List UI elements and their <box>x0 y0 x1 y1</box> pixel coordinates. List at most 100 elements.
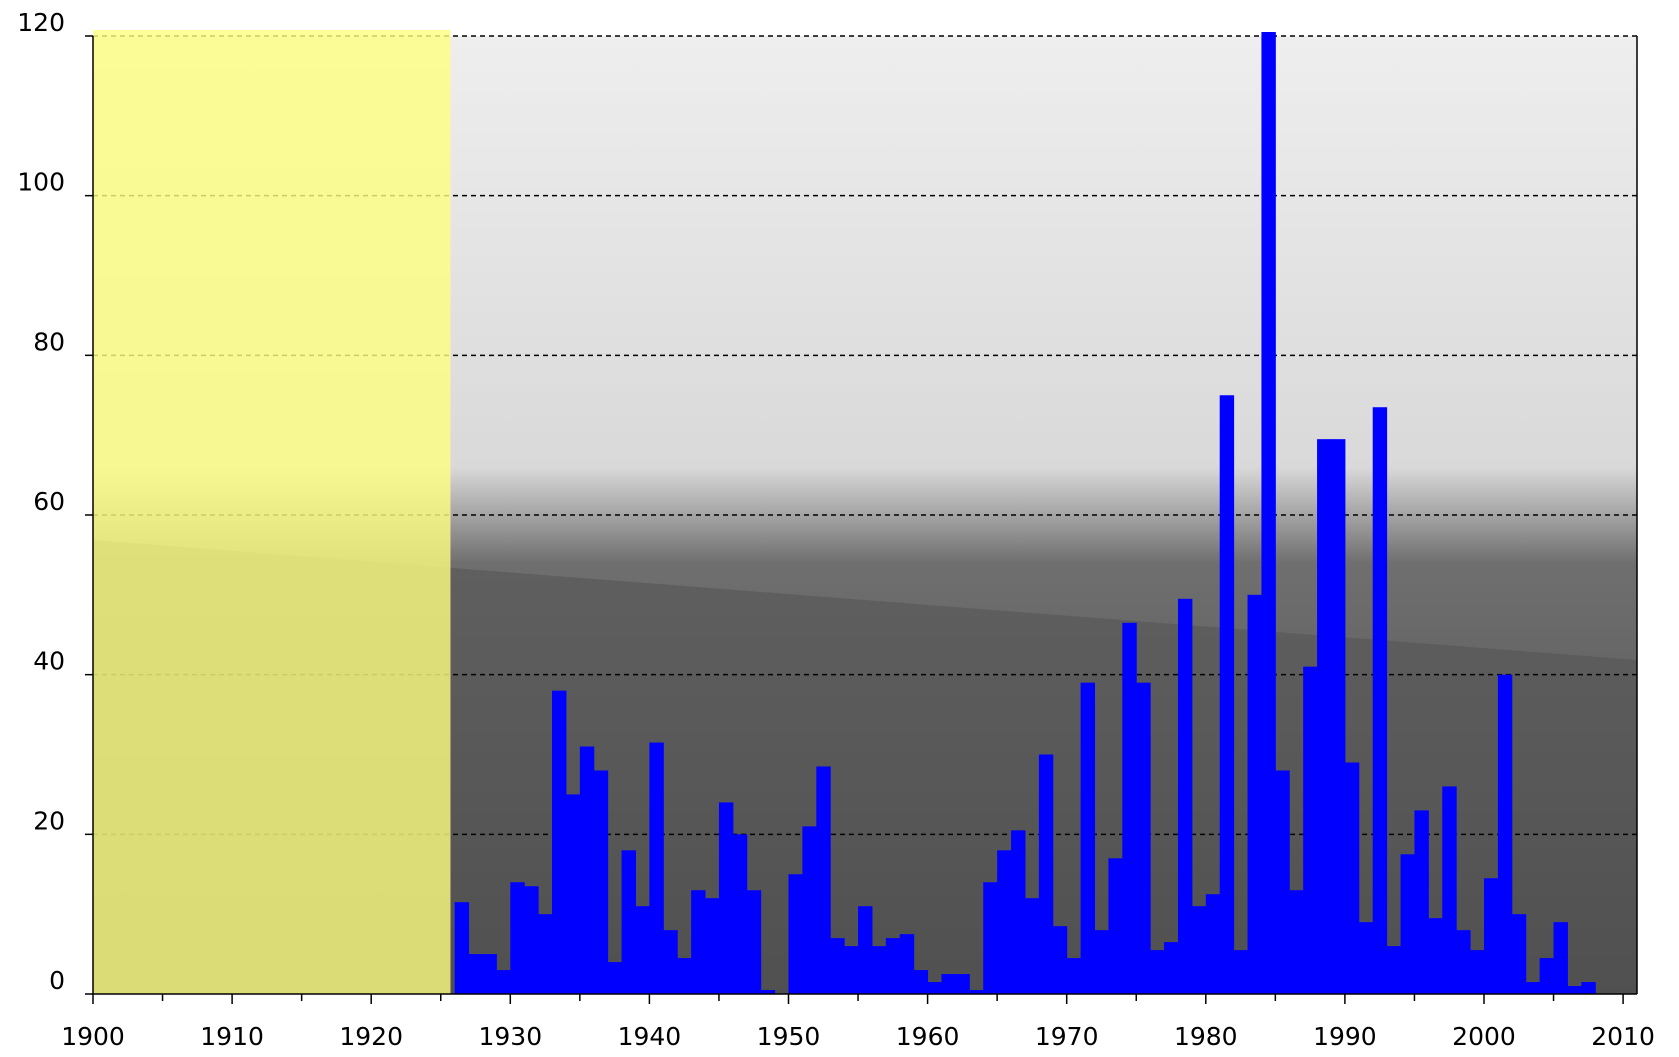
bar <box>1470 950 1485 994</box>
bar <box>1344 762 1360 994</box>
bar <box>482 954 497 994</box>
x-tick-label: 2010 <box>1591 1022 1655 1051</box>
bar <box>1358 922 1374 994</box>
bar <box>1539 958 1555 994</box>
bar <box>1247 594 1262 994</box>
bar <box>552 690 567 994</box>
y-tick-label: 0 <box>49 966 65 995</box>
y-tick-label: 60 <box>33 487 65 516</box>
bar <box>955 974 970 994</box>
bar <box>830 938 845 994</box>
bar <box>1372 407 1388 995</box>
bar <box>1066 958 1082 994</box>
bar <box>1261 32 1276 994</box>
bar <box>1442 786 1457 994</box>
bar <box>1177 598 1193 994</box>
bar <box>1136 682 1151 994</box>
x-tick-label: 1960 <box>896 1022 960 1051</box>
x-tick-label: 1900 <box>61 1022 125 1051</box>
bar <box>718 802 734 994</box>
x-tick-label: 1910 <box>200 1022 264 1051</box>
y-tick-label: 80 <box>33 327 65 356</box>
bar <box>496 970 511 994</box>
bar <box>1553 922 1568 994</box>
bar <box>802 826 817 994</box>
bar <box>732 834 748 994</box>
bar <box>1428 918 1443 994</box>
bar <box>565 794 581 994</box>
bar <box>1303 666 1318 994</box>
bar <box>983 882 998 994</box>
x-tick-label: 2000 <box>1452 1022 1516 1051</box>
bar <box>997 850 1012 994</box>
bar <box>816 766 831 994</box>
x-tick-label: 1980 <box>1174 1022 1238 1051</box>
bar <box>1080 682 1096 994</box>
bar <box>1511 914 1527 994</box>
bar <box>1122 622 1137 994</box>
bar <box>760 990 776 994</box>
bar <box>468 954 483 994</box>
bar <box>1150 950 1165 994</box>
x-tick-label: 1920 <box>339 1022 403 1051</box>
bar <box>454 902 470 994</box>
bar <box>705 898 720 994</box>
bar <box>649 742 664 994</box>
bar <box>1038 754 1054 994</box>
bar <box>1386 946 1402 994</box>
bar <box>1011 830 1026 994</box>
bar <box>538 914 553 994</box>
bar <box>1191 906 1207 994</box>
bar <box>1164 942 1179 994</box>
bar <box>1094 930 1109 994</box>
bar <box>1330 439 1346 994</box>
bar <box>1052 926 1068 994</box>
bar <box>1414 810 1429 994</box>
x-tick-label: 1990 <box>1313 1022 1377 1051</box>
bar <box>607 962 623 994</box>
bar <box>844 946 859 994</box>
bar <box>858 906 873 994</box>
bar <box>746 890 762 994</box>
bar <box>1456 930 1471 994</box>
bar <box>885 938 901 994</box>
bar <box>663 930 678 994</box>
y-tick-label: 40 <box>33 647 65 676</box>
bar <box>788 874 803 994</box>
bar <box>913 970 929 994</box>
bar <box>1497 674 1513 994</box>
bar <box>1219 395 1235 994</box>
bar <box>524 886 539 994</box>
bar <box>621 850 636 994</box>
bar <box>927 982 943 994</box>
bar <box>1275 770 1290 994</box>
x-tick-label: 1970 <box>1035 1022 1099 1051</box>
bar <box>1108 858 1123 994</box>
bar <box>871 946 887 994</box>
bar <box>691 890 706 994</box>
x-tick-label: 1940 <box>618 1022 682 1051</box>
bar <box>1483 878 1499 994</box>
bar <box>677 958 692 994</box>
bar <box>969 990 984 994</box>
bar <box>1233 950 1249 994</box>
bar <box>1400 854 1415 994</box>
y-tick-label: 120 <box>17 8 65 37</box>
bar <box>1581 982 1596 994</box>
bar <box>1317 439 1332 994</box>
bar <box>941 974 956 994</box>
bar <box>1567 986 1582 994</box>
y-tick-label: 100 <box>17 168 65 197</box>
bar <box>1525 982 1541 994</box>
shaded-range <box>93 30 451 994</box>
bar <box>593 770 609 994</box>
bar <box>899 934 915 994</box>
y-tick-label: 20 <box>33 806 65 835</box>
bar <box>579 746 595 994</box>
bar <box>1205 894 1221 994</box>
bar <box>1289 890 1304 994</box>
bar <box>510 882 525 994</box>
bar <box>635 906 650 994</box>
